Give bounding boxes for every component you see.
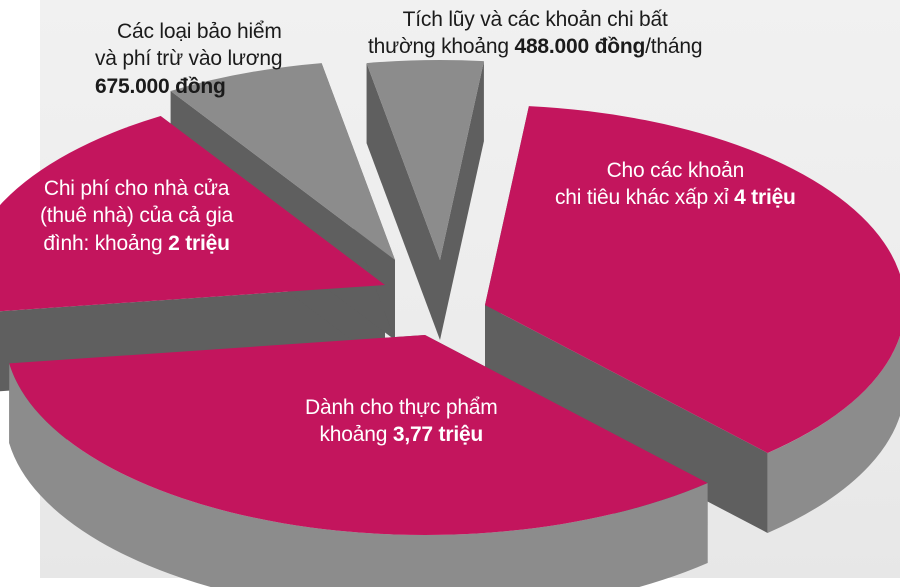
pie-slice-other (485, 106, 900, 453)
label-insurance-line-3: 675.000 đồng (95, 73, 282, 100)
label-housing-value: 2 triệu (168, 231, 230, 255)
label-other-line-2: chi tiêu khác xấp xỉ 4 triệu (555, 186, 796, 210)
pie-slice-savings-wall-start (366, 63, 440, 340)
label-food-line-2: khoảng 3,77 triệu (319, 423, 484, 447)
pie-slice-other-wall-end (485, 305, 768, 533)
label-insurance-value: 675.000 đồng (95, 74, 226, 98)
label-housing: Chi phí cho nhà cửa (thuê nhà) của cả gi… (40, 175, 233, 257)
label-food-line-1: Dành cho thực phẩm (305, 396, 498, 419)
label-savings-line-2: thường khoảng 488.000 đồng/tháng (368, 35, 703, 59)
pie-slice-housing (0, 115, 385, 312)
label-savings: Tích lũy và các khoản chi bất thường kho… (368, 6, 703, 61)
label-insurance-line-1: Các loại bảo hiểm (117, 20, 282, 43)
pie-slice-food-side (9, 363, 708, 587)
label-other-line-1: Cho các khoản (606, 159, 745, 182)
label-other-value: 4 triệu (734, 186, 796, 210)
label-insurance: Các loại bảo hiểm và phí trừ vào lương 6… (95, 18, 283, 100)
label-insurance-line-2: và phí trừ vào lương (95, 47, 283, 71)
pie-slice-food (9, 335, 708, 535)
label-savings-suffix: /tháng (645, 35, 703, 59)
pie-slice-other-side (767, 335, 900, 533)
pie-slice-insurance (170, 63, 395, 260)
label-food: Dành cho thực phẩm khoảng 3,77 triệu (305, 394, 498, 449)
label-food-value: 3,77 triệu (392, 423, 484, 447)
pie-slice-savings-wall-end (440, 61, 484, 341)
label-housing-line-2: (thuê nhà) của cả gia (40, 204, 234, 228)
label-other: Cho các khoản chi tiêu khác xấp xỉ 4 tri… (555, 157, 796, 212)
label-housing-line-3: đình: khoảng 2 triệu (43, 231, 230, 255)
label-savings-value: 488.000 đồng (514, 35, 646, 59)
label-housing-line-1: Chi phí cho nhà cửa (43, 177, 230, 200)
label-savings-line-1: Tích lũy và các khoản chi bất (402, 8, 668, 31)
pie-slice-savings (366, 59, 484, 260)
